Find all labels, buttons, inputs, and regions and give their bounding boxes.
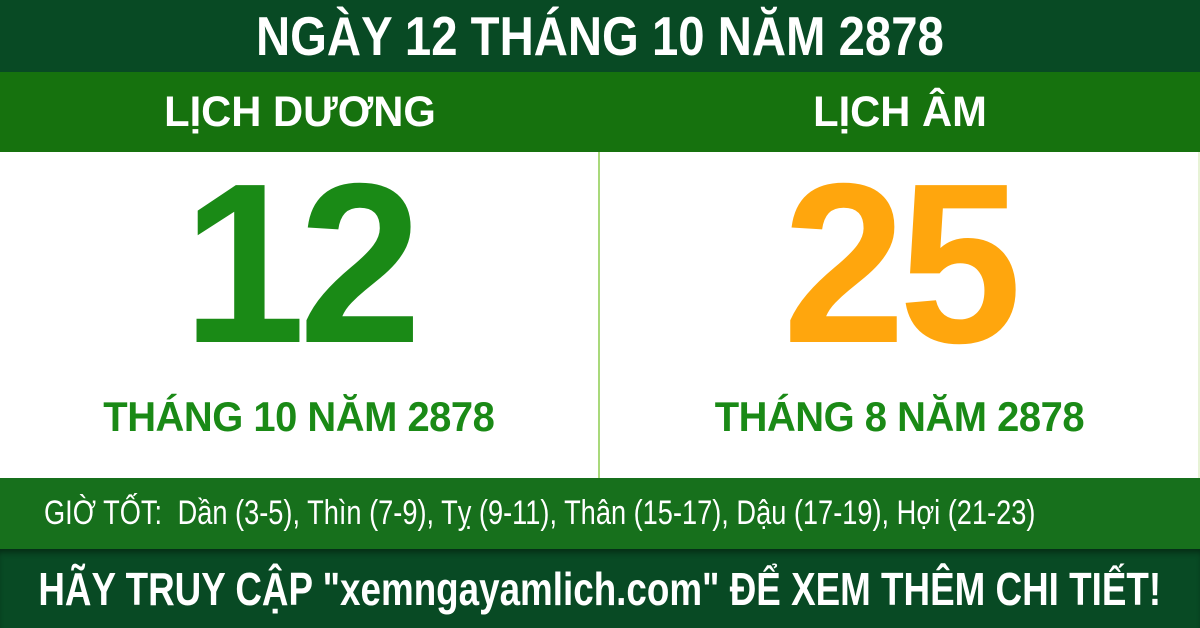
calendar-type-band: LỊCH DƯƠNG LỊCH ÂM [0,72,1200,152]
good-hours-list: Dần (3-5), Thìn (7-9), Tỵ (9-11), Thân (… [177,493,1036,532]
good-hours-label: GIỜ TỐT: [44,493,163,532]
solar-day-number: 12 [182,137,422,391]
solar-month-year: THÁNG 10 NĂM 2878 [103,393,495,441]
good-hours-text: GIỜ TỐT: Dần (3-5), Thìn (7-9), Tỵ (9-11… [44,493,1036,532]
lunar-month-year: THÁNG 8 NĂM 2878 [714,393,1084,441]
page-title: NGÀY 12 THÁNG 10 NĂM 2878 [256,4,944,67]
good-hours-band: GIỜ TỐT: Dần (3-5), Thìn (7-9), Tỵ (9-11… [0,478,1200,549]
vertical-divider [598,152,600,478]
lunar-calendar-header: LỊCH ÂM [813,87,987,136]
calendar-panels: 12 THÁNG 10 NĂM 2878 25 THÁNG 8 NĂM 2878 [0,137,1200,478]
footer-cta: HÃY TRUY CẬP "xemngayamlich.com" ĐỂ XEM … [38,562,1162,615]
header-band: NGÀY 12 THÁNG 10 NĂM 2878 [0,0,1200,72]
solar-calendar-header: LỊCH DƯƠNG [164,87,436,136]
solar-panel: 12 THÁNG 10 NĂM 2878 [0,137,598,478]
lunar-panel: 25 THÁNG 8 NĂM 2878 [600,137,1198,478]
lunar-day-number: 25 [782,137,1022,391]
footer-band: HÃY TRUY CẬP "xemngayamlich.com" ĐỂ XEM … [0,549,1200,628]
